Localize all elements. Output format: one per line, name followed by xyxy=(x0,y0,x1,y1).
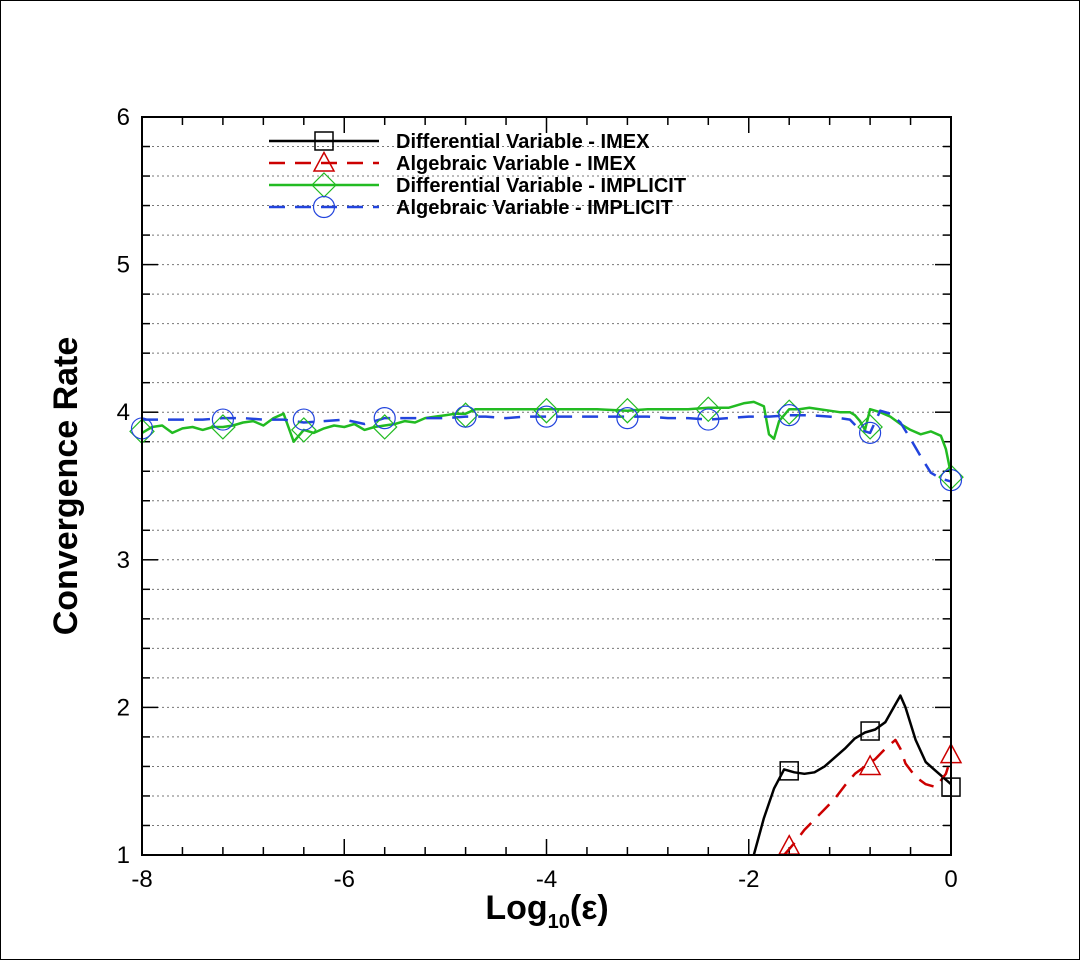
data-point-circle xyxy=(697,408,720,431)
data-point-square xyxy=(314,131,334,151)
series-line-2 xyxy=(783,738,951,855)
x-tick-label: -4 xyxy=(536,866,557,893)
data-point-diamond xyxy=(210,414,236,440)
y-tick-label: 3 xyxy=(117,547,130,574)
marker-group xyxy=(129,396,964,855)
series-line-4 xyxy=(142,409,951,483)
data-point-circle xyxy=(312,195,336,219)
x-tick-label: 0 xyxy=(944,866,957,893)
data-point-circle xyxy=(535,405,558,428)
tick-labels: -8 -6 -4 -2 0 1 2 3 4 5 6 xyxy=(117,104,958,893)
data-point-circle xyxy=(616,407,639,430)
x-axis-title: Log10(ε) xyxy=(485,889,608,933)
y-tick-label: 5 xyxy=(117,252,130,279)
axis-ticks xyxy=(142,117,951,855)
series-group xyxy=(142,400,951,855)
series-line-3 xyxy=(142,400,951,475)
legend-label-1: Differential Variable - IMEX xyxy=(396,131,650,153)
y-axis-title: Convergence Rate xyxy=(47,337,85,636)
legend-label-4: Algebraic Variable - IMPLICIT xyxy=(396,197,673,219)
data-point-square xyxy=(860,721,880,741)
y-tick-label: 6 xyxy=(117,104,130,131)
data-point-circle xyxy=(454,405,477,428)
legend-label-2: Algebraic Variable - IMEX xyxy=(396,153,637,175)
data-point-circle xyxy=(373,407,396,430)
data-point-circle xyxy=(858,421,882,444)
y-tick-label: 1 xyxy=(117,842,130,869)
data-point-square xyxy=(779,761,799,781)
x-tick-label: -2 xyxy=(738,866,759,893)
x-tick-label: -8 xyxy=(131,866,152,893)
series-line-1 xyxy=(752,694,951,855)
data-point-circle xyxy=(292,408,315,431)
legend-label-3: Differential Variable - IMPLICIT xyxy=(396,175,686,197)
data-point-triangle xyxy=(858,754,882,776)
data-point-diamond xyxy=(614,397,641,424)
data-point-circle xyxy=(778,404,801,427)
data-point-diamond xyxy=(695,396,722,423)
y-tick-label: 4 xyxy=(117,399,130,426)
x-tick-label: -6 xyxy=(334,866,355,893)
data-point-triangle xyxy=(312,150,336,172)
data-point-circle xyxy=(211,408,234,431)
data-point-diamond xyxy=(371,414,398,440)
data-point-diamond xyxy=(533,397,560,424)
y-tick-label: 2 xyxy=(117,694,130,721)
data-point-diamond xyxy=(857,414,883,440)
plot-border xyxy=(141,116,952,856)
plot-background xyxy=(142,117,951,855)
